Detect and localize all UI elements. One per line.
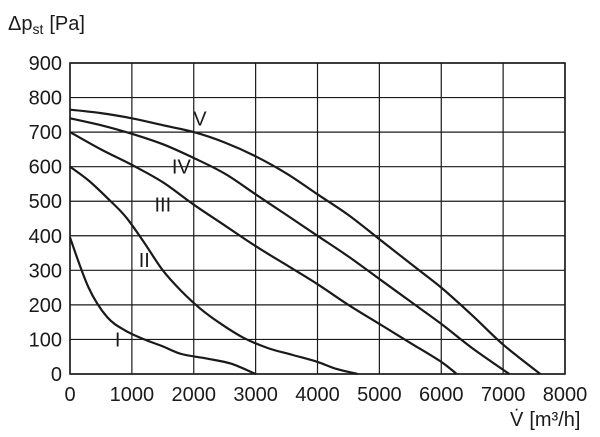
y-axis-symbol: Δp <box>8 13 32 35</box>
x-axis-symbol: V̇ <box>510 409 524 431</box>
y-tick-label: 300 <box>29 260 62 282</box>
curve-label-iv: IV <box>172 157 192 179</box>
y-tick-label: 900 <box>29 53 62 75</box>
plot-frame <box>69 62 566 375</box>
x-tick-label: 3000 <box>233 384 278 406</box>
curve-iv <box>69 117 510 375</box>
curve-label-iii: III <box>154 195 171 217</box>
curve-label-ii: II <box>139 250 150 272</box>
y-axis-title: Δpst [Pa] <box>8 13 85 37</box>
curve-ii <box>69 165 358 376</box>
y-tick-label: 400 <box>29 226 62 248</box>
y-tick-label: 200 <box>29 295 62 317</box>
x-tick-label: 8000 <box>543 384 588 406</box>
y-tick-label: 100 <box>29 329 62 351</box>
x-tick-label: 7000 <box>481 384 526 406</box>
x-tick-label: 1000 <box>110 384 155 406</box>
y-tick-label: 800 <box>29 88 62 110</box>
x-tick-label: 5000 <box>357 384 402 406</box>
curves <box>68 108 541 376</box>
y-axis-unit: [Pa] <box>49 13 85 35</box>
x-tick-label: 4000 <box>295 384 340 406</box>
y-tick-label: 0 <box>51 364 62 386</box>
curve-iii <box>69 131 458 375</box>
y-axis-subscript: st <box>32 21 43 37</box>
x-tick-label: 2000 <box>172 384 217 406</box>
x-tick-labels: 0 1000 2000 3000 4000 5000 6000 7000 8000 <box>64 384 587 406</box>
grid <box>69 62 566 375</box>
x-tick-label: 0 <box>64 384 75 406</box>
y-tick-labels: 0 100 200 300 400 500 600 700 800 900 <box>29 53 62 386</box>
y-tick-label: 600 <box>29 157 62 179</box>
x-axis-unit: [m³/h] <box>529 409 580 431</box>
curve-label-i: I <box>115 329 121 351</box>
curve-v <box>69 108 541 375</box>
curve-label-v: V <box>193 108 207 130</box>
curve-i <box>68 237 257 376</box>
x-tick-label: 6000 <box>419 384 464 406</box>
y-tick-label: 500 <box>29 191 62 213</box>
x-axis-title: V̇ [m³/h] <box>510 409 580 431</box>
y-tick-label: 700 <box>29 122 62 144</box>
